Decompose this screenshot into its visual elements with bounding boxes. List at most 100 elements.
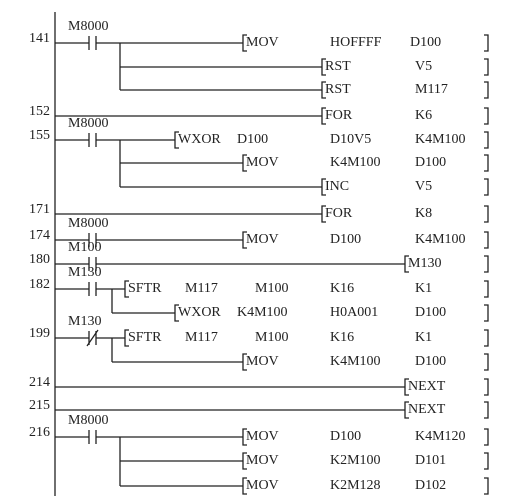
operand: D10V5 <box>330 132 371 147</box>
bracket-open <box>321 81 326 99</box>
instruction: MOV <box>246 232 279 247</box>
bracket-open <box>174 304 179 322</box>
bracket-open <box>242 428 247 446</box>
bracket-close <box>484 304 489 322</box>
operand: M117 <box>415 82 448 97</box>
operand: K8 <box>415 206 432 221</box>
operand: D100 <box>415 305 446 320</box>
contact-label: M130 <box>68 265 101 280</box>
bracket-open <box>242 154 247 172</box>
bracket-open <box>242 477 247 495</box>
bracket-open <box>321 205 326 223</box>
instruction: M130 <box>408 256 441 271</box>
step-number: 152 <box>29 104 50 119</box>
operand: K4M100 <box>237 305 288 320</box>
operand: K4M100 <box>415 132 466 147</box>
step-number: 174 <box>29 228 50 243</box>
contact-nc-slash <box>86 329 99 347</box>
bracket-close <box>484 58 489 76</box>
bracket-close <box>484 428 489 446</box>
operand: D100 <box>415 354 446 369</box>
operand: D100 <box>330 232 361 247</box>
operand: D100 <box>410 35 441 50</box>
operand: K4M100 <box>330 354 381 369</box>
operand: D101 <box>415 453 446 468</box>
bracket-close <box>484 131 489 149</box>
bracket-open <box>404 255 409 273</box>
operand: H0A001 <box>330 305 378 320</box>
step-number: 215 <box>29 398 50 413</box>
instruction: MOV <box>246 354 279 369</box>
step-number: 199 <box>29 326 50 341</box>
operand: K6 <box>415 108 432 123</box>
bracket-open <box>242 231 247 249</box>
bracket-close <box>484 178 489 196</box>
operand: K4M120 <box>415 429 466 444</box>
instruction: SFTR <box>128 281 162 296</box>
instruction: MOV <box>246 453 279 468</box>
bracket-open <box>242 353 247 371</box>
contact-label: M8000 <box>68 216 108 231</box>
instruction: MOV <box>246 429 279 444</box>
bracket-close <box>484 34 489 52</box>
bracket-close <box>484 329 489 347</box>
step-number: 171 <box>29 202 50 217</box>
operand: M117 <box>185 330 218 345</box>
bracket-close <box>484 452 489 470</box>
contact-label: M8000 <box>68 116 108 131</box>
operand: D100 <box>415 155 446 170</box>
operand: M100 <box>255 281 288 296</box>
bracket-open <box>124 329 129 347</box>
step-number: 214 <box>29 375 50 390</box>
operand: K2M128 <box>330 478 381 493</box>
bracket-close <box>484 401 489 419</box>
contact-label: M100 <box>68 240 101 255</box>
instruction: RST <box>325 59 351 74</box>
step-number: 216 <box>29 425 50 440</box>
instruction: NEXT <box>408 379 446 394</box>
operand: V5 <box>415 59 432 74</box>
bracket-open <box>321 107 326 125</box>
instruction: FOR <box>325 108 353 123</box>
step-number: 182 <box>29 277 50 292</box>
bracket-close <box>484 107 489 125</box>
bracket-open <box>124 280 129 298</box>
operand: K4M100 <box>330 155 381 170</box>
contact-label: M8000 <box>68 19 108 34</box>
operand: V5 <box>415 179 432 194</box>
step-number: 155 <box>29 128 50 143</box>
instruction: MOV <box>246 478 279 493</box>
operand: D100 <box>330 429 361 444</box>
bracket-close <box>484 353 489 371</box>
operand: D102 <box>415 478 446 493</box>
bracket-open <box>404 401 409 419</box>
instruction: MOV <box>246 35 279 50</box>
bracket-open <box>404 378 409 396</box>
bracket-close <box>484 255 489 273</box>
operand: M100 <box>255 330 288 345</box>
contact-label: M8000 <box>68 413 108 428</box>
bracket-close <box>484 378 489 396</box>
bracket-close <box>484 154 489 172</box>
bracket-close <box>484 81 489 99</box>
operand: M117 <box>185 281 218 296</box>
instruction: INC <box>325 179 349 194</box>
operand: K1 <box>415 330 432 345</box>
bracket-open <box>174 131 179 149</box>
operand: D100 <box>237 132 268 147</box>
bracket-open <box>242 452 247 470</box>
step-number: 141 <box>29 31 50 46</box>
instruction: WXOR <box>178 132 221 147</box>
operand: K2M100 <box>330 453 381 468</box>
bracket-close <box>484 280 489 298</box>
instruction: NEXT <box>408 402 446 417</box>
bracket-open <box>242 34 247 52</box>
bracket-close <box>484 477 489 495</box>
bracket-open <box>321 178 326 196</box>
bracket-close <box>484 231 489 249</box>
instruction: SFTR <box>128 330 162 345</box>
instruction: FOR <box>325 206 353 221</box>
instruction: WXOR <box>178 305 221 320</box>
operand: K16 <box>330 281 354 296</box>
